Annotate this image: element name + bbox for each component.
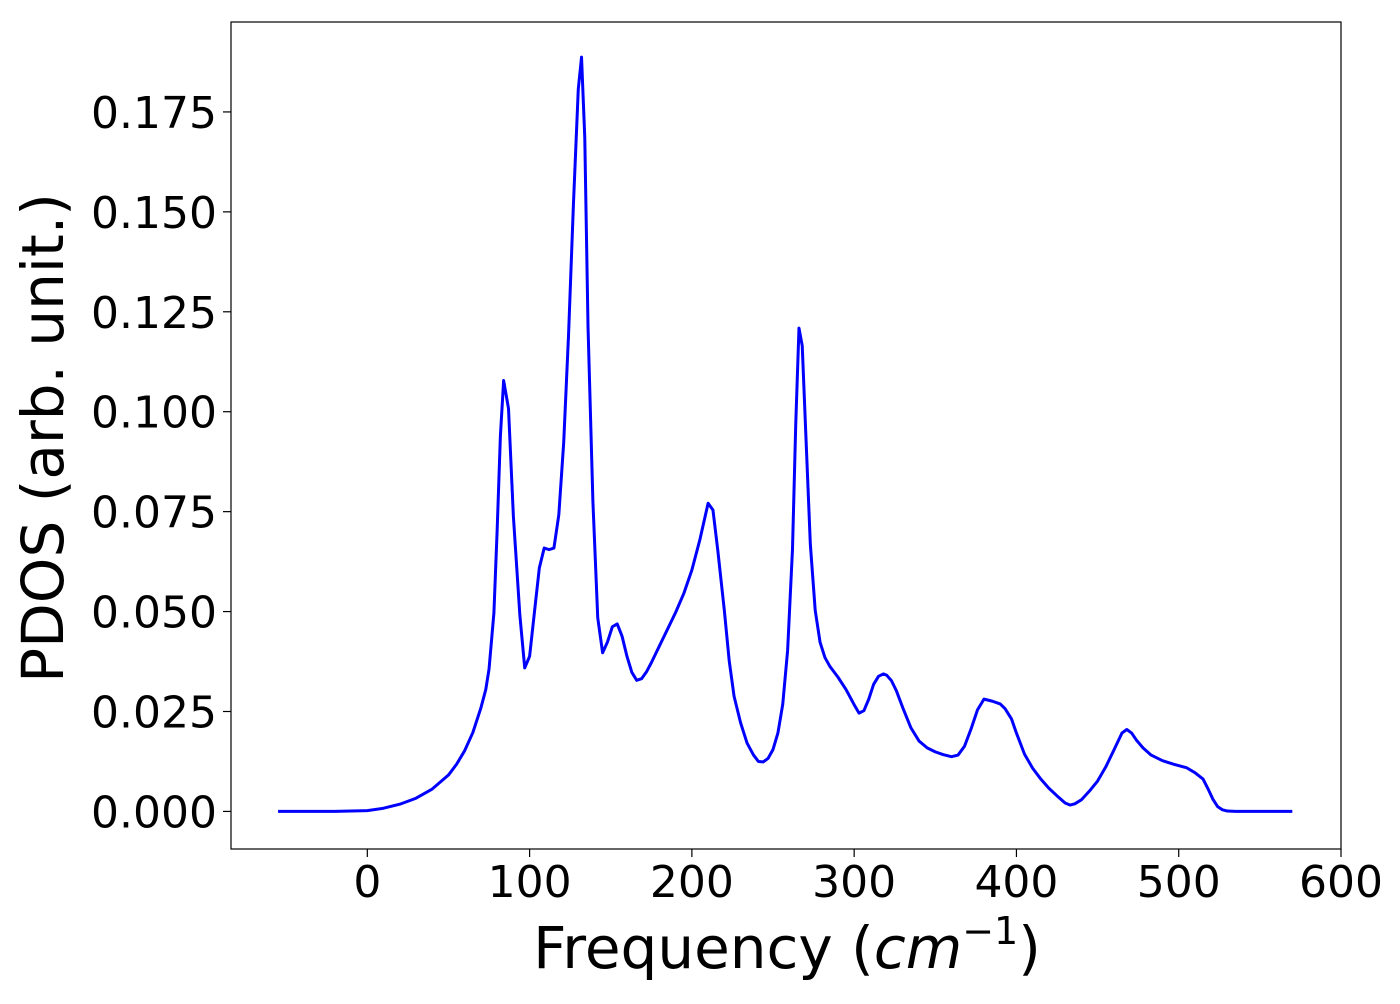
axes-layer: 0 100 200 300 400 500 600 0.000 0.025 0.050 0.075 0… — [91, 21, 1383, 908]
y-tick-label: 0.050 — [91, 588, 217, 639]
plot-frame — [230, 21, 1342, 850]
x-tick-label: 100 — [488, 857, 572, 908]
x-tick-label: 600 — [1299, 857, 1383, 908]
y-tick-label: 0.175 — [91, 88, 217, 139]
x-tick-label: 400 — [974, 857, 1058, 908]
x-axis-title: Frequency (cm−1) — [533, 909, 1041, 982]
plot-layer — [278, 55, 1293, 813]
y-tick-label: 0.150 — [91, 188, 217, 239]
y-tick-label: 0.100 — [91, 388, 217, 439]
x-axis-title-unit: cm — [874, 914, 962, 982]
x-axis-title-close: ) — [1018, 914, 1041, 982]
y-tick-label: 0.025 — [91, 687, 217, 738]
series-line-0 — [278, 55, 1293, 813]
x-axis-title-exponent: −1 — [962, 909, 1018, 953]
y-tick-label: 0.125 — [91, 288, 217, 339]
x-axis-title-text: Frequency ( — [533, 914, 874, 982]
y-axis-title: PDOS (arb. unit.) — [9, 193, 77, 683]
x-tick-label: 500 — [1137, 857, 1221, 908]
x-tick-label: 200 — [650, 857, 734, 908]
y-tick-label: 0.000 — [91, 787, 217, 838]
y-tick-label: 0.075 — [91, 488, 217, 539]
x-tick-label: 0 — [353, 857, 381, 908]
x-tick-label: 300 — [812, 857, 896, 908]
